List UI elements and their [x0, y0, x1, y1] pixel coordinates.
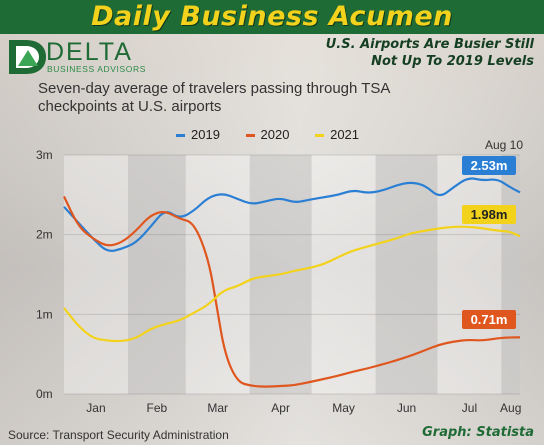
x-tick-label: Feb — [147, 401, 168, 415]
legend-item-2020: 2020 — [245, 127, 290, 142]
end-label-2019: 2.53m — [471, 158, 508, 173]
end-label-box-2019 — [462, 156, 516, 175]
end-label-box-2021 — [462, 205, 516, 224]
end-date-label: Aug 10 — [485, 138, 523, 152]
y-tick-label: 2m — [36, 228, 53, 242]
graph-credit: Graph: Statista — [422, 425, 534, 440]
source-note: Source: Transport Security Administratio… — [8, 428, 229, 442]
title-banner — [0, 0, 544, 34]
y-tick-label: 3m — [36, 148, 53, 162]
legend-label-2021: 2021 — [330, 127, 360, 142]
legend-swatch-2019 — [176, 134, 185, 138]
chart-legend: 2019 2020 2021 — [176, 127, 381, 143]
x-tick-label: Apr — [271, 401, 290, 415]
banner-title: Daily Business Acumen — [91, 1, 453, 32]
y-tick-label: 1m — [36, 307, 53, 321]
series-line-2021 — [63, 225, 521, 343]
legend-label-2020: 2020 — [260, 127, 290, 142]
x-tick-label: Mar — [207, 401, 228, 415]
legend-swatch-2020 — [245, 134, 255, 138]
month-band-jun — [375, 155, 438, 394]
delta-logo-icon — [9, 40, 46, 74]
y-tick-label: 0m — [36, 387, 53, 401]
legend-label-2019: 2019 — [191, 127, 220, 142]
x-tick-label: May — [332, 401, 355, 415]
headline-line-2: Not Up To 2019 Levels — [371, 54, 534, 69]
x-tick-label: Jan — [86, 401, 105, 415]
x-tick-label: Aug — [500, 401, 521, 415]
series-line-2019 — [63, 177, 521, 252]
logo-wordmark: DELTA — [46, 38, 133, 66]
month-band-feb — [127, 155, 186, 394]
series-line-2020 — [63, 195, 520, 388]
legend-swatch-2021 — [315, 134, 325, 138]
end-label-box-2020 — [462, 310, 516, 329]
legend-item-2019: 2019 — [176, 127, 220, 142]
chart-title: Seven-day average of travelers passing t… — [38, 80, 390, 115]
x-tick-label: Jun — [397, 401, 416, 415]
end-label-2021: 1.98m — [471, 207, 508, 222]
legend-item-2021: 2021 — [315, 127, 359, 142]
logo-subtitle: BUSINESS ADVISORS — [47, 64, 147, 74]
headline-line-1: U.S. Airports Are Busier Still — [325, 37, 534, 52]
x-tick-label: Jul — [462, 401, 477, 415]
end-label-2020: 0.71m — [471, 312, 508, 327]
headline: U.S. Airports Are Busier Still Not Up To… — [274, 36, 534, 70]
